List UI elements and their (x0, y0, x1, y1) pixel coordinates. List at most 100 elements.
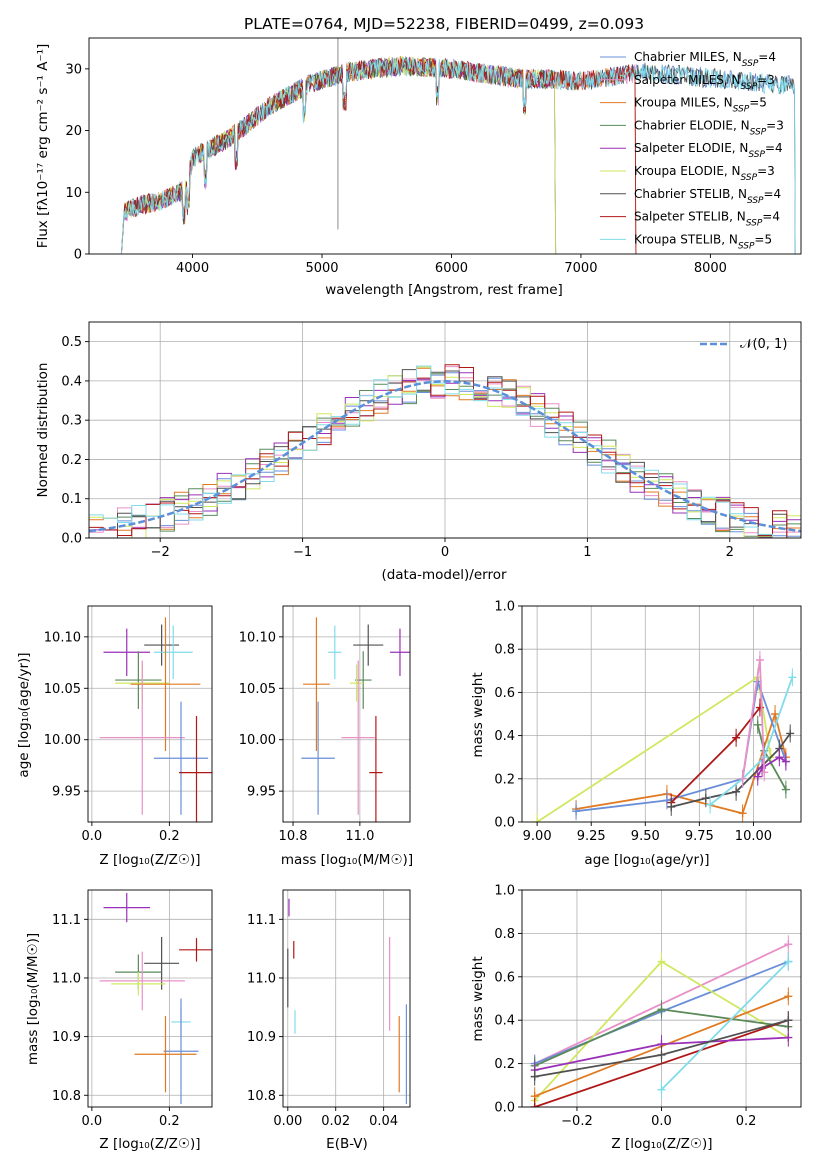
axes-frame (282, 605, 411, 823)
x-tick-label: 0.2 (159, 829, 180, 844)
legend-subscript: SSP (750, 127, 767, 137)
y-tick-label: 0.6 (494, 970, 515, 985)
axes-frame (88, 37, 802, 255)
x-tick-label: −2 (151, 545, 170, 560)
x-tick-label: 4000 (176, 261, 209, 276)
x-tick-label: −1 (293, 545, 312, 560)
y-tick-label: 0.0 (494, 816, 515, 831)
errorbar-point (369, 716, 383, 822)
x-tick-label: 0.2 (736, 1114, 757, 1129)
errorbar-point (301, 701, 335, 815)
legend-subscript: SSP (748, 150, 765, 160)
y-tick-label: 0.4 (61, 374, 82, 389)
x-tick-label: 10.8 (279, 829, 308, 844)
y-tick-label: 10.10 (44, 630, 81, 645)
x-tick-label: 9.50 (631, 829, 660, 844)
weight-series-line (753, 748, 790, 786)
x-tick-label: 0 (441, 545, 449, 560)
y-tick-label: 11.1 (52, 913, 81, 928)
y-tick-label: 0.2 (494, 1057, 515, 1072)
errorbar-points (301, 617, 410, 822)
x-tick-label: 9.25 (577, 829, 606, 844)
y-tick-label: 0 (74, 248, 82, 263)
y-tick-label: 10.10 (239, 630, 276, 645)
errorbar-points (99, 892, 212, 1105)
errorbar-point (349, 664, 364, 702)
y-tick-label: 0.4 (494, 729, 515, 744)
x-tick-label: 6000 (435, 261, 468, 276)
legend-value: =4 (765, 141, 783, 155)
axes-frame (282, 889, 411, 1108)
weight-series-line (738, 651, 769, 788)
weight-z-ylabel: mass weight (470, 956, 486, 1041)
x-tick-label: −0.2 (561, 1114, 593, 1129)
weight-series-line (530, 1011, 793, 1086)
axes-frame (87, 889, 213, 1108)
series-path (709, 677, 794, 806)
y-tick-label: 10.9 (247, 1030, 276, 1045)
y-tick-label: 0.8 (494, 927, 515, 942)
errorbar-point (328, 625, 342, 680)
y-tick-label: 10.00 (239, 733, 276, 748)
y-tick-label: 9.95 (52, 785, 81, 800)
errorbar-point (153, 701, 209, 815)
residual-xlabel: (data-model)/error (381, 567, 507, 583)
x-tick-label: 0.02 (321, 1114, 350, 1129)
legend-value: =5 (749, 96, 767, 110)
x-tick-label: 0.0 (82, 1114, 103, 1129)
y-tick-label: 10 (65, 186, 82, 201)
errorbar-point (103, 892, 150, 923)
errorbar-point (179, 716, 212, 822)
x-tick-label: 0.2 (159, 1114, 180, 1129)
legend-subscript: SSP (733, 105, 750, 115)
residual-step-series (89, 365, 801, 538)
legend-value: =3 (757, 73, 775, 87)
x-tick-label: 0.04 (369, 1114, 398, 1129)
y-tick-label: 10.00 (44, 733, 81, 748)
x-tick-label: 2 (726, 545, 734, 560)
mass-vs-metallicity-panel: 0.0 0.2 10.8 10.9 11.0 11.1 (52, 889, 213, 1129)
gaussian-legend-label: 𝒩(0, 1) (740, 337, 787, 352)
errorbar-point (153, 625, 193, 680)
age-vs-metallicity-panel: 0.0 0.2 9.95 10.00 10.05 10.10 (44, 605, 213, 844)
residual-lines (89, 364, 801, 538)
spectrum-ylabel: Flux [fλ10⁻¹⁷ erg cm⁻² s⁻¹ A⁻¹] (35, 44, 51, 249)
legend-value: =4 (762, 210, 780, 224)
weight-series (533, 651, 797, 822)
y-tick-label: 10.05 (239, 682, 276, 697)
residual-panel: −2 −1 0 1 2 0.0 0.1 0.2 0.3 0.4 0.5 (data-model)/e… (35, 321, 802, 583)
legend-subscript: SSP (741, 173, 758, 183)
series-path (756, 756, 787, 778)
x-tick-label: 5000 (305, 261, 338, 276)
weight-age-ylabel: mass weight (470, 672, 486, 757)
y-tick-label: 0.8 (494, 643, 515, 658)
y-tick-label: 0.0 (494, 1101, 515, 1116)
errorbar-point (111, 972, 166, 996)
legend-subscript: SSP (742, 59, 759, 69)
x-tick-label: 8000 (694, 261, 727, 276)
legend-subscript: SSP (738, 241, 755, 251)
age-mass-xlabel: mass [log₁₀(M/M☉)] (281, 852, 413, 868)
mass-z-ylabel: mass [log₁₀(M/M☉)] (25, 933, 41, 1065)
y-tick-label: 0.2 (61, 453, 82, 468)
weight-age-xlabel: age [log₁₀(age/yr)] (584, 852, 709, 868)
errorbar-point (103, 628, 150, 676)
errorbar-point (134, 1016, 197, 1093)
y-tick-label: 10.8 (52, 1089, 81, 1104)
y-tick-label: 9.95 (247, 785, 276, 800)
weight-series-line (657, 952, 793, 1099)
errorbar-points (287, 898, 408, 1105)
errorbar-point (99, 660, 185, 815)
x-tick-label: 0.0 (82, 829, 103, 844)
y-tick-label: 0.4 (494, 1014, 515, 1029)
spectrum-xlabel: wavelength [Angstrom, rest frame] (325, 282, 563, 298)
y-tick-label: 11.0 (52, 971, 81, 986)
spectrum-plot-area: 4000 5000 6000 7000 8000 0 10 20 30 (65, 37, 802, 276)
residual-ylabel: Normed distribution (35, 363, 51, 498)
y-tick-label: 0.2 (494, 772, 515, 787)
weight-series (530, 935, 793, 1107)
mass-z-xlabel: Z [log₁₀(Z/Z☉)] (99, 1136, 200, 1152)
errorbar-point (303, 617, 330, 752)
age-vs-mass-panel: 10.8 11.0 9.95 10.00 10.05 10.10 (239, 605, 411, 844)
